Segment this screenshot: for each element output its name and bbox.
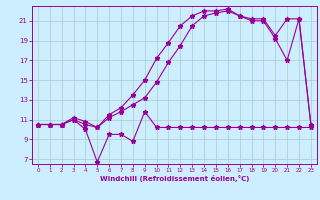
X-axis label: Windchill (Refroidissement éolien,°C): Windchill (Refroidissement éolien,°C) [100, 175, 249, 182]
